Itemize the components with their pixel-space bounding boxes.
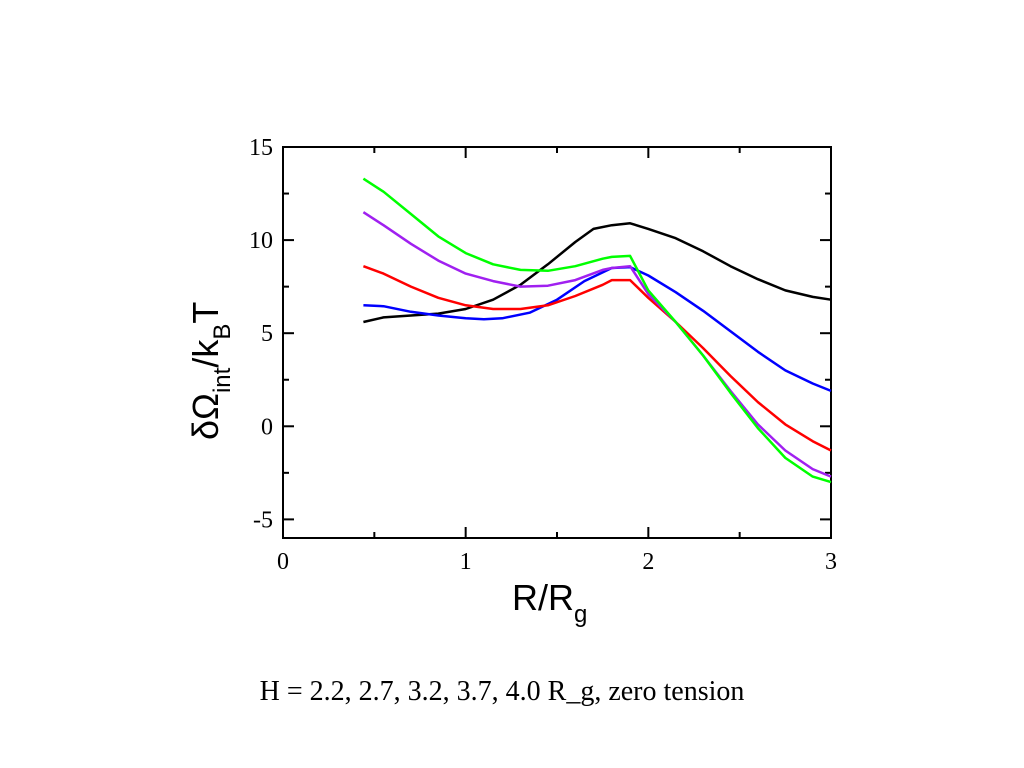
- x-axis-title-main: R/R: [512, 577, 574, 618]
- series-line-1: [363, 222, 832, 324]
- series-line-2: [363, 265, 832, 393]
- series-layer: [362, 177, 832, 484]
- x-tick-label: 2: [642, 549, 654, 575]
- y-axis-title-sub2: B: [209, 324, 236, 340]
- x-tick-label: 3: [825, 549, 837, 575]
- y-axis-title-part1: δΩ: [185, 393, 226, 440]
- y-axis-title-part2: /k: [185, 339, 226, 368]
- y-axis-title: δΩint/kBT: [185, 302, 236, 440]
- x-axis-title-sub: g: [574, 601, 587, 628]
- y-tick-label: -5: [253, 507, 273, 533]
- series-line-5: [362, 177, 832, 484]
- y-tick-label: 5: [261, 321, 273, 347]
- y-tick-label: 0: [261, 414, 273, 440]
- plot-frame: [282, 146, 832, 539]
- y-axis-title-sub1: int: [209, 367, 236, 393]
- caption: H = 2.2, 2.7, 3.2, 3.7, 4.0 R_g, zero te…: [259, 676, 745, 707]
- y-axis-title-part3: T: [185, 302, 226, 324]
- axis-ticks: [282, 146, 832, 538]
- y-tick-label: 15: [249, 135, 273, 161]
- y-tick-label: 10: [249, 228, 273, 254]
- x-tick-label: 0: [277, 549, 289, 575]
- x-axis-title: R/Rg: [512, 577, 587, 628]
- series-line-4: [362, 211, 832, 478]
- x-tick-label: 1: [460, 549, 472, 575]
- series-line-3: [362, 265, 832, 452]
